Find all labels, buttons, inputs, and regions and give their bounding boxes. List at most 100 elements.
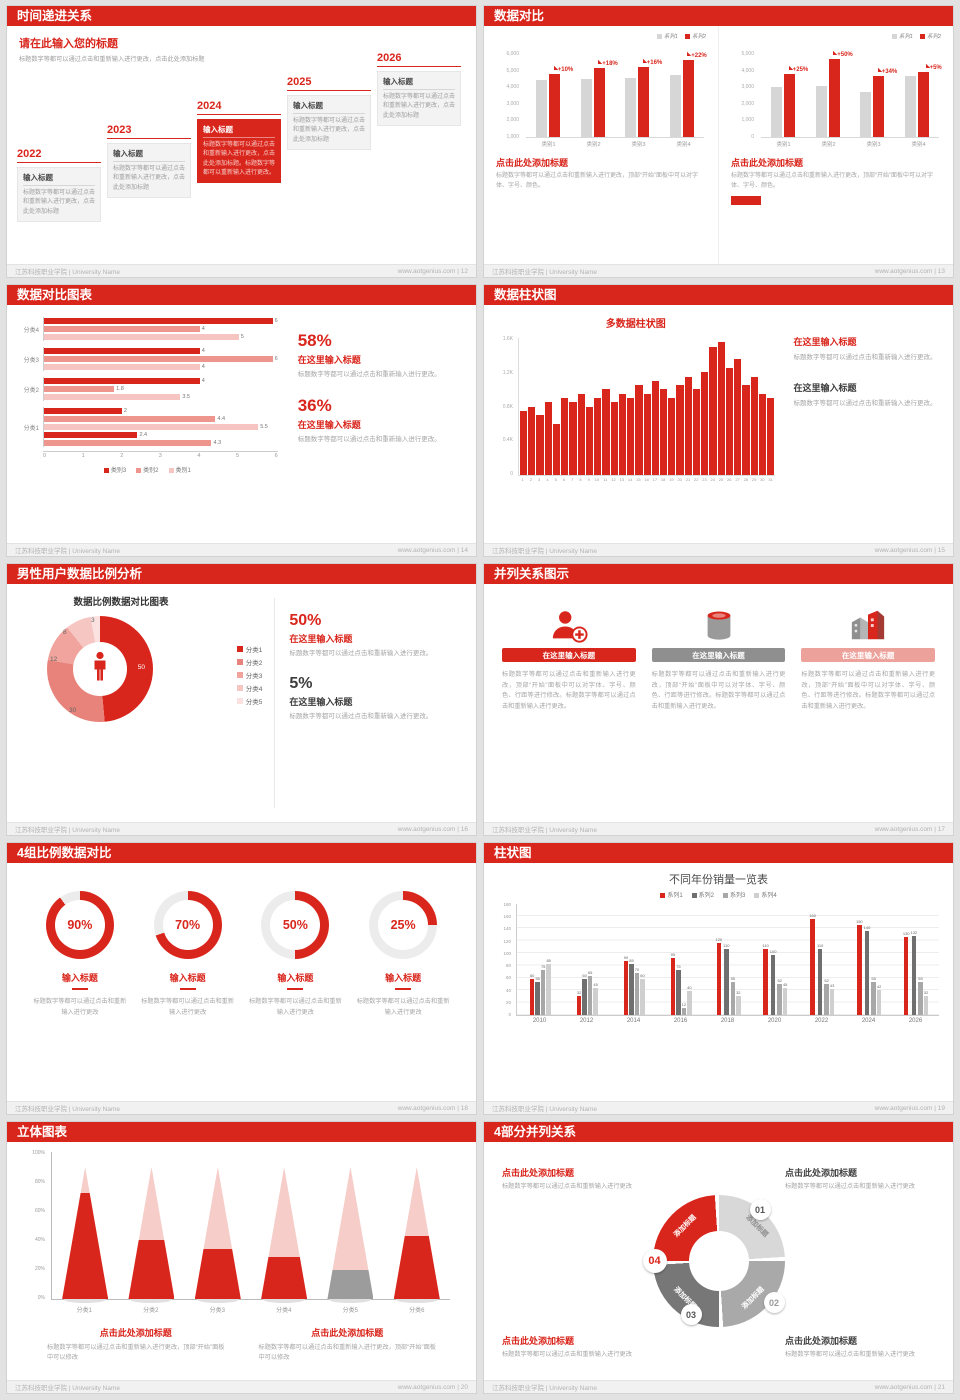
slide-19-grouped-columns[interactable]: 柱状图 不同年份销量一览表 系列1 系列2 系列3 系列4 180 160 140 120 1… — [483, 842, 954, 1115]
bar-wrap: 140 — [864, 925, 870, 1015]
bar — [742, 385, 750, 475]
timeline-card-text: 标题数字等都可以通过点击和重新输入进行更改，点击此处添加标题。标题数字等都可以重… — [203, 142, 276, 176]
hbar — [44, 356, 273, 362]
slice-value: 3 — [91, 617, 95, 624]
y-tick: 40 — [505, 987, 511, 993]
hbar — [44, 424, 259, 430]
bar-series1 — [536, 80, 548, 137]
x-tick: 2 — [529, 477, 533, 482]
timeline-card-text: 标题数字等都可以通过点击和重新输入进行更改，点击此处添加标题 — [23, 190, 96, 215]
slide-14-hbar-chart[interactable]: 数据对比图表 分类4 6 4 5 分类3 4 6 4 分类2 4 1.8 3.5 分类1 2 4.4 5.5 2… — [6, 284, 477, 557]
note-block: 在这里输入标题 标题数字等都可以通过点击和重新输入进行更改。 — [793, 381, 939, 409]
slide-18-ratio-rings[interactable]: 4组比例数据对比 90% 输入标题 标题数字等都可以通过点击和重新输入进行更改 … — [6, 842, 477, 1115]
slide-footer: 江苏科技职业学院 | University Name www.aotgenius… — [484, 543, 953, 556]
page-number: 14 — [460, 546, 468, 554]
slide-13-data-compare[interactable]: 数据对比 系列1 系列2 6,000 5,000 4,000 3,000 2,000 1,… — [483, 5, 954, 278]
cone-fill — [194, 1248, 241, 1299]
y-tick: 0.8K — [502, 403, 513, 410]
panel-text: 标题数字等都可以通过点击和重新输入进行更改，顶部“开始”面板中可以对字体、字号、… — [496, 173, 698, 189]
timeline-card-title: 输入标题 — [203, 124, 275, 138]
slide-20-cone-chart[interactable]: 立体图表 100% 80% 60% 40% 20% 0% 分类1 分类2 分类3 分类4 分类5 分… — [6, 1121, 477, 1394]
slide-footer: 江苏科技职业学院 | University Name www.aotgenius… — [7, 543, 476, 556]
slide-12-time-progression[interactable]: 时间递进关系 请在此输入您的标题 标题数字等都可以通过点击和重新输入进行更改，点… — [6, 5, 477, 278]
hbar — [44, 408, 122, 414]
legend-label: 系列2 — [691, 34, 706, 40]
x-tick: 30 — [760, 477, 765, 482]
bar — [709, 346, 717, 475]
bar — [918, 982, 923, 1015]
footer-site: www.aotgenius.com — [874, 267, 933, 275]
column-chart-area: 多数据柱状图 1.6K 1.2K 0.8K 0.4K 0 1 2 3 4 5 6 7 8 9 10 11 12… — [484, 305, 779, 543]
y-axis-labels: 100% 80% 60% 40% 20% 0% — [22, 1150, 48, 1301]
bar-wrap: 60 — [582, 973, 587, 1015]
bar — [734, 359, 742, 475]
bar-group: 90 85 70 60 — [611, 904, 658, 1015]
notes-column: 在这里输入标题 标题数字等都可以通过点击和重新输入进行更改。 在这里输入标题 标… — [779, 305, 953, 543]
y-tick: 3,000 — [741, 84, 754, 91]
bar — [687, 991, 692, 1015]
bar — [923, 995, 929, 1015]
bar — [817, 949, 823, 1015]
ring-text: 标题数字等都可以通过点击和重新输入进行更改 — [356, 998, 450, 1016]
legend-swatch — [656, 34, 662, 40]
slide-21-four-part-circle[interactable]: 4部分并列关系 添加标题 添加标题 添加标题 添加标题 01 02 03 04 … — [483, 1121, 954, 1394]
bar — [569, 402, 577, 475]
value-label: 60 — [640, 973, 645, 978]
bar-series2 — [828, 58, 840, 137]
hbar-stack: 2 4.4 5.5 2.4 4.3 — [43, 407, 278, 447]
bar-wrap: 12 — [681, 1002, 687, 1015]
y-tick: 120 — [503, 938, 511, 944]
bar-wrap: 42 — [876, 984, 882, 1015]
slide-17-parallel-columns[interactable]: 并列关系图示 在这里输入标题 标题数字等都可以通过点击和重新输入进行更改，顶部“… — [483, 563, 954, 836]
chart-title: 多数据柱状图 — [605, 319, 666, 330]
panel-caption: 点击此处添加标题 — [496, 158, 569, 168]
footer-university: 江苏科技职业学院 | University Name — [492, 1106, 597, 1113]
value-label: 5.5 — [260, 424, 268, 430]
footer-site: www.aotgenius.com — [874, 1383, 933, 1391]
bar-wrap: 55 — [535, 976, 540, 1015]
slide-16-donut-analysis[interactable]: 男性用户数据比例分析 数据比例数据对比图表 50 30 12 8 3 分类1 分类2 分类3… — [6, 563, 477, 836]
stat-title: 在这里输入标题 — [289, 634, 353, 644]
y-tick: 0 — [510, 471, 513, 477]
bar — [911, 935, 917, 1015]
bar-group: +25% — [767, 54, 808, 137]
cone-fill — [327, 1269, 374, 1299]
column-chart: 1.6K 1.2K 0.8K 0.4K 0 — [503, 336, 776, 477]
stat-text: 标题数字等都可以通过点击和重新输入进行更改。 — [289, 650, 433, 657]
stat-title: 在这里输入标题 — [297, 355, 361, 365]
footer-site-page: www.aotgenius.com | 14 — [397, 546, 468, 554]
column-label: 在这里输入标题 — [502, 648, 636, 662]
bar-group: +50% — [812, 50, 853, 137]
bar-wrap: 100 — [770, 949, 776, 1015]
x-axis-labels: 2010 2012 2014 2016 2018 2020 2022 2024 2026 — [516, 1016, 939, 1024]
footer-university: 江苏科技职业学院 | University Name — [492, 1385, 597, 1392]
bar-group: +10% — [532, 54, 573, 137]
timeline-item: 2025 输入标题 标题数字等都可以通过点击和重新输入进行更改，点击此处添加标题 — [287, 76, 371, 150]
x-tick: 2016 — [673, 1018, 688, 1024]
x-tick: 19 — [669, 477, 674, 482]
bar-group: 160 110 52 43 — [798, 904, 845, 1015]
y-tick: 2,000 — [741, 100, 754, 107]
bar — [676, 385, 684, 475]
stat-percent: 50% — [289, 612, 322, 629]
ring-percent: 50% — [282, 918, 308, 932]
progress-ring: 50% — [261, 891, 330, 959]
bar-series1 — [904, 75, 916, 137]
x-tick: 26 — [727, 477, 732, 482]
segment-number-badge: 03 — [680, 1304, 702, 1325]
value-label: 160 — [809, 913, 816, 918]
x-tick: 5 — [554, 477, 557, 482]
legend-item: 系列2 — [684, 32, 706, 40]
x-tick: 2022 — [814, 1018, 829, 1024]
bar — [829, 989, 835, 1015]
timeline-year: 2022 — [17, 148, 101, 163]
value-label: 70 — [634, 967, 640, 972]
segment-number-badge: 01 — [749, 1199, 771, 1220]
hbar-group: 分类4 6 4 5 — [17, 317, 278, 341]
slide-footer: 江苏科技职业学院 | University Name www.aotgenius… — [7, 1101, 476, 1114]
legend-item: 系列3 — [723, 890, 745, 899]
slice-value: 30 — [69, 707, 77, 714]
slide-footer: 江苏科技职业学院 | University Name www.aotgenius… — [484, 822, 953, 835]
footer-university: 江苏科技职业学院 | University Name — [492, 827, 597, 834]
